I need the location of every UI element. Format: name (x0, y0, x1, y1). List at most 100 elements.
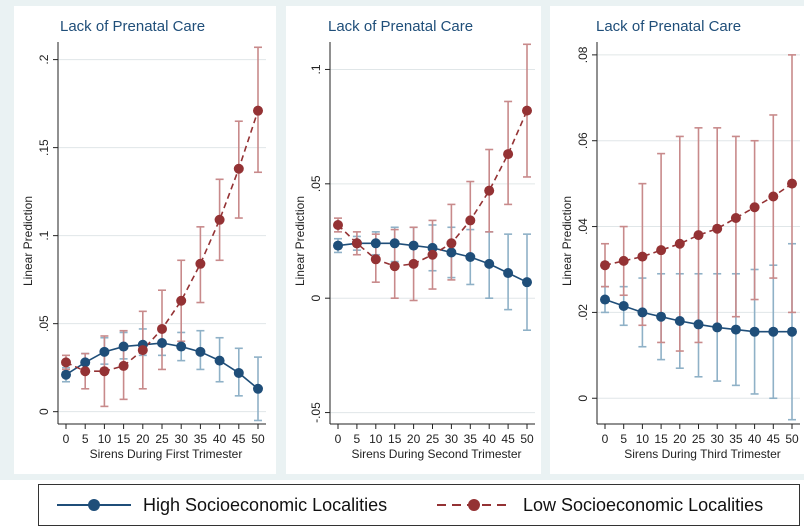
y-tick-label: .08 (576, 46, 590, 63)
data-point-high (787, 326, 797, 337)
x-tick-label: 50 (520, 432, 534, 446)
legend-item-low: Low Socioeconomic Localities (437, 485, 763, 525)
data-point-low (176, 295, 187, 306)
data-point-low (637, 251, 648, 262)
y-axis-label: Linear Prediction (560, 196, 574, 286)
data-point-low (370, 254, 381, 265)
data-point-high (233, 367, 244, 378)
data-point-low (712, 223, 723, 234)
data-point-high (389, 238, 400, 249)
y-tick-label: .06 (576, 132, 590, 149)
y-tick-label: .05 (37, 315, 51, 332)
x-tick-label: 15 (388, 432, 402, 446)
x-tick-label: 30 (445, 432, 459, 446)
x-tick-label: 50 (785, 432, 799, 446)
data-point-high (370, 238, 381, 249)
x-tick-label: 50 (251, 432, 265, 446)
data-point-low (389, 261, 400, 272)
data-point-low (333, 219, 343, 230)
x-axis-label: Sirens During Third Trimester (624, 447, 781, 461)
data-point-high (712, 322, 723, 333)
data-point-high (408, 240, 419, 251)
data-point-high (118, 341, 129, 352)
data-point-low (137, 345, 148, 356)
data-point-high (618, 300, 629, 311)
x-tick-label: 35 (194, 432, 208, 446)
x-tick-label: 5 (82, 432, 89, 446)
data-point-high (730, 324, 741, 335)
data-point-high (749, 326, 760, 337)
x-tick-label: 15 (654, 432, 668, 446)
data-point-low (787, 178, 797, 189)
x-tick-label: 35 (729, 432, 743, 446)
data-point-low (351, 238, 362, 249)
y-tick-label: .1 (37, 230, 51, 240)
data-point-low (446, 238, 457, 249)
legend-item-high: High Socioeconomic Localities (57, 485, 387, 525)
x-tick-label: 10 (98, 432, 112, 446)
y-axis-label: Linear Prediction (21, 196, 35, 286)
data-point-low (253, 105, 263, 116)
x-tick-label: 0 (335, 432, 342, 446)
y-tick-label: .04 (576, 218, 590, 235)
chart-title: Lack of Prenatal Care (328, 18, 473, 35)
x-tick-label: 25 (155, 432, 169, 446)
data-point-low (768, 191, 779, 202)
data-point-high (522, 277, 532, 288)
data-point-low (233, 163, 244, 174)
data-point-high (427, 242, 438, 253)
x-tick-label: 25 (692, 432, 706, 446)
x-tick-label: 35 (464, 432, 478, 446)
data-point-high (674, 315, 685, 326)
legend-label-low: Low Socioeconomic Localities (523, 494, 764, 515)
x-tick-label: 20 (673, 432, 687, 446)
data-point-high (768, 326, 779, 337)
legend-swatch-low (437, 499, 511, 511)
data-point-high (637, 307, 648, 318)
x-tick-label: 40 (213, 432, 227, 446)
y-tick-label: .1 (309, 64, 323, 74)
data-point-high (446, 247, 457, 258)
y-tick-label: -.05 (309, 402, 323, 423)
x-tick-label: 45 (501, 432, 515, 446)
data-point-high (693, 319, 704, 330)
data-point-low (484, 185, 495, 196)
data-point-high (61, 369, 71, 380)
x-tick-label: 45 (232, 432, 246, 446)
x-tick-label: 45 (767, 432, 781, 446)
data-point-low (618, 255, 629, 266)
y-tick-label: 0 (576, 395, 590, 402)
x-tick-label: 5 (620, 432, 627, 446)
data-point-low (214, 214, 225, 225)
legend: High Socioeconomic Localities Low Socioe… (38, 484, 800, 526)
x-tick-label: 20 (136, 432, 150, 446)
y-axis-label: Linear Prediction (293, 196, 307, 286)
panel-background (14, 6, 276, 474)
x-tick-label: 30 (711, 432, 725, 446)
data-point-high (253, 383, 263, 394)
data-point-high (157, 338, 167, 349)
data-point-low (61, 357, 71, 368)
x-axis-label: Sirens During Second Trimester (351, 447, 521, 461)
data-point-low (522, 105, 532, 116)
data-point-low (749, 202, 760, 213)
chart-title: Lack of Prenatal Care (60, 18, 205, 35)
x-tick-label: 30 (175, 432, 189, 446)
y-tick-label: 0 (309, 295, 323, 302)
x-tick-label: 20 (407, 432, 421, 446)
data-point-high (80, 357, 91, 368)
data-point-high (484, 258, 495, 269)
data-point-low (118, 360, 129, 371)
legend-label-high: High Socioeconomic Localities (143, 494, 388, 515)
data-point-high (333, 240, 343, 251)
x-tick-label: 40 (483, 432, 497, 446)
x-tick-label: 0 (63, 432, 70, 446)
data-point-low (195, 258, 206, 269)
series-line-low (604, 182, 793, 266)
y-tick-label: .02 (576, 304, 590, 321)
data-point-high (99, 346, 110, 357)
x-tick-label: 0 (602, 432, 609, 446)
